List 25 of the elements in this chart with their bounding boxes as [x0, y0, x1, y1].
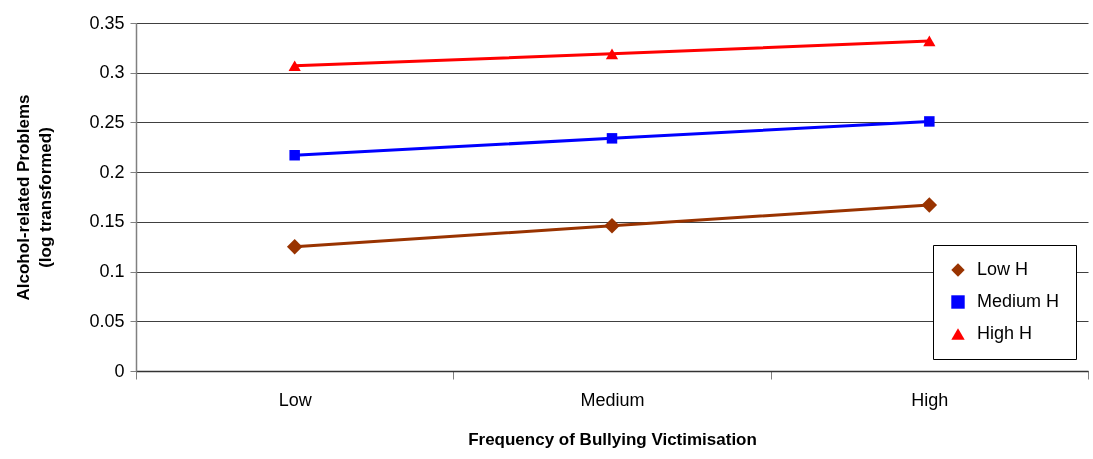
y-tick-label: 0.1: [99, 261, 125, 282]
y-tick-label: 0.15: [89, 211, 125, 232]
legend-label: Medium H: [977, 291, 1060, 311]
legend-label: Low H: [977, 259, 1029, 279]
y-tick-label: 0.05: [89, 310, 125, 331]
x-tick-label: High: [911, 389, 949, 410]
point: [288, 60, 301, 72]
point: [289, 150, 300, 161]
y-tick-label: 0: [114, 360, 125, 381]
point: [923, 35, 936, 47]
point: [286, 238, 303, 255]
point: [605, 48, 619, 60]
y-axis-title: Alcohol-related Problems (log transformed): [14, 94, 56, 301]
x-tick-label: Low: [278, 389, 313, 410]
x-tick-label: Medium: [580, 389, 645, 410]
x-axis-title: Frequency of Bullying Victimisation: [468, 429, 757, 449]
y-tick-label: 0.25: [89, 111, 125, 132]
point: [924, 116, 935, 127]
point: [606, 133, 618, 144]
legend-label: High H: [977, 323, 1033, 343]
point: [604, 218, 620, 234]
point: [921, 197, 938, 213]
y-tick-label: 0.2: [99, 161, 125, 182]
y-tick-label: 0.3: [99, 62, 125, 83]
y-tick-label: 0.35: [89, 12, 125, 33]
